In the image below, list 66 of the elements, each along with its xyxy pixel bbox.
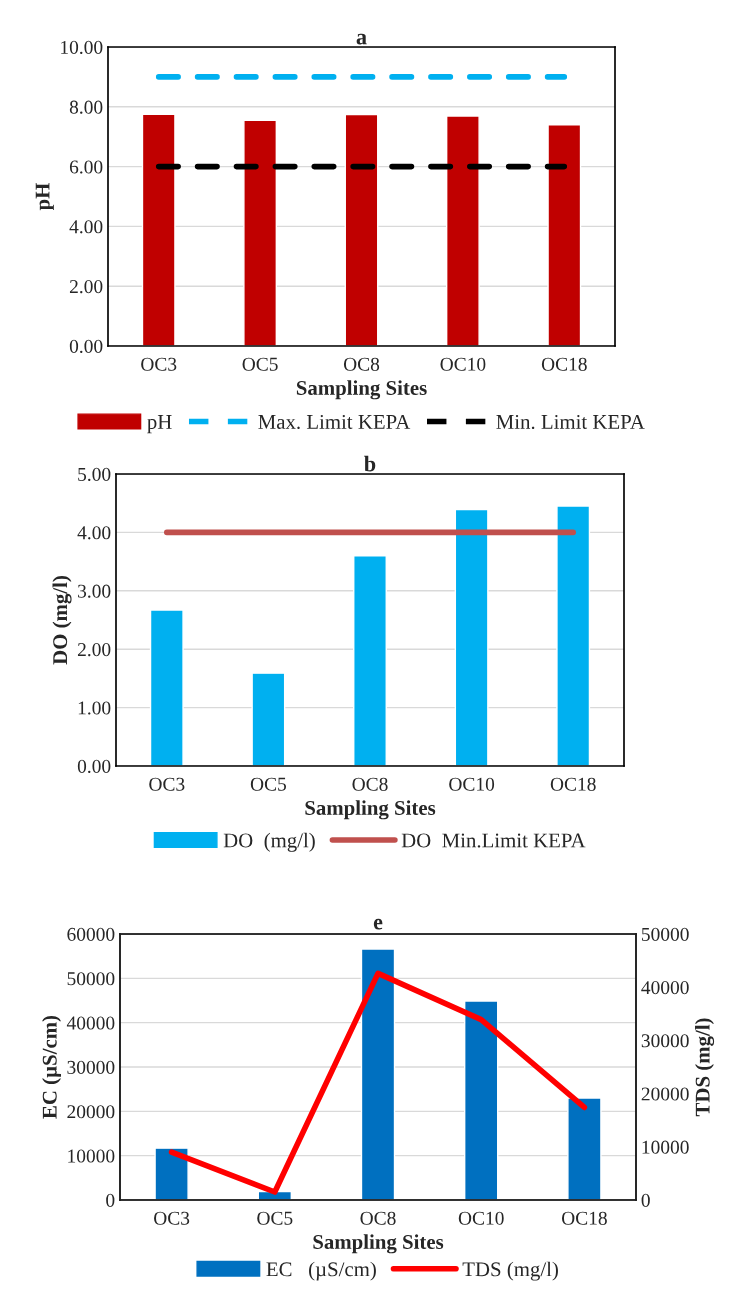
y-tick-label: 0.00 bbox=[77, 759, 111, 774]
y-tick-label: 0.00 bbox=[69, 339, 103, 354]
x-tick-label: OC18 bbox=[541, 357, 587, 371]
x-tick-label: OC3 bbox=[141, 357, 177, 371]
y-tick-label: 60000 bbox=[67, 927, 115, 941]
x-tick-label: OC5 bbox=[250, 777, 287, 791]
x-tick-label: OC18 bbox=[550, 777, 596, 791]
legend-label: TDS (mg/l) bbox=[462, 1261, 558, 1281]
legend-label: pH bbox=[147, 415, 172, 434]
bar bbox=[454, 508, 489, 766]
y-axis-title: pH bbox=[35, 182, 54, 211]
x-tick-label: OC3 bbox=[149, 777, 185, 791]
chart-title: e bbox=[373, 918, 383, 930]
x-tick-label: OC5 bbox=[257, 1211, 293, 1225]
x-axis-title: Sampling Sites bbox=[313, 1234, 444, 1254]
legend-label: DO (mg/l) bbox=[223, 832, 315, 852]
y2-axis-title: TDS (mg/l) bbox=[695, 1018, 715, 1117]
x-tick-label: OC8 bbox=[352, 777, 388, 791]
y2-tick-label: 40000 bbox=[641, 981, 689, 995]
y-tick-label: 10000 bbox=[68, 1149, 115, 1163]
y-tick-label: 0 bbox=[106, 1193, 115, 1207]
bar bbox=[360, 948, 396, 1200]
x-tick-label: OC8 bbox=[360, 1211, 396, 1225]
bar bbox=[463, 1000, 499, 1200]
y2-tick-label: 0 bbox=[641, 1193, 650, 1207]
bar bbox=[251, 672, 286, 766]
y2-tick-label: 30000 bbox=[641, 1034, 689, 1048]
x-tick-label: OC3 bbox=[154, 1211, 190, 1225]
x-tick-label: OC18 bbox=[561, 1211, 607, 1225]
x-tick-label: OC10 bbox=[458, 1211, 504, 1225]
x-tick-label: OC10 bbox=[440, 357, 486, 371]
bar bbox=[149, 609, 184, 766]
legend-label: Max. Limit KEPA bbox=[258, 414, 411, 430]
y-tick-label: 2.00 bbox=[77, 643, 111, 657]
y-tick-label: 8.00 bbox=[69, 100, 103, 114]
y2-tick-label: 10000 bbox=[642, 1140, 689, 1154]
y-tick-label: 4.00 bbox=[69, 220, 103, 234]
x-axis-title: Sampling Sites bbox=[305, 800, 436, 820]
bar bbox=[353, 555, 387, 766]
y-tick-label: 5.00 bbox=[78, 467, 111, 482]
y-tick-label: 20000 bbox=[67, 1105, 115, 1119]
legend-label: DO Min.Limit KEPA bbox=[401, 833, 586, 848]
legend-label: EC (µS/cm) bbox=[266, 1261, 376, 1281]
y2-tick-label: 20000 bbox=[641, 1087, 689, 1101]
y-tick-label: 10.00 bbox=[61, 40, 103, 55]
y-tick-label: 4.00 bbox=[77, 526, 111, 540]
y-tick-label: 6.00 bbox=[69, 160, 103, 174]
bar bbox=[154, 1147, 189, 1200]
y-axis-title: DO (mg/l) bbox=[52, 576, 72, 665]
y-tick-label: 3.00 bbox=[78, 584, 111, 598]
y-axis-title: EC (µS/cm) bbox=[42, 1015, 61, 1119]
x-tick-label: OC10 bbox=[449, 777, 495, 791]
y-tick-label: 30000 bbox=[67, 1060, 115, 1074]
y-tick-label: 50000 bbox=[67, 972, 115, 986]
bar bbox=[556, 505, 591, 766]
y-tick-label: 2.00 bbox=[69, 280, 103, 294]
bar bbox=[567, 1097, 602, 1200]
chart-title: a bbox=[356, 33, 367, 45]
x-axis-title: Sampling Sites bbox=[296, 380, 427, 400]
legend-label: Min. Limit KEPA bbox=[496, 414, 645, 430]
y-tick-label: 1.00 bbox=[78, 701, 111, 715]
x-tick-label: OC8 bbox=[343, 357, 380, 371]
y-tick-label: 40000 bbox=[66, 1016, 115, 1030]
chart-title: b bbox=[364, 455, 376, 472]
y2-tick-label: 50000 bbox=[641, 927, 689, 941]
x-tick-label: OC5 bbox=[242, 357, 278, 371]
